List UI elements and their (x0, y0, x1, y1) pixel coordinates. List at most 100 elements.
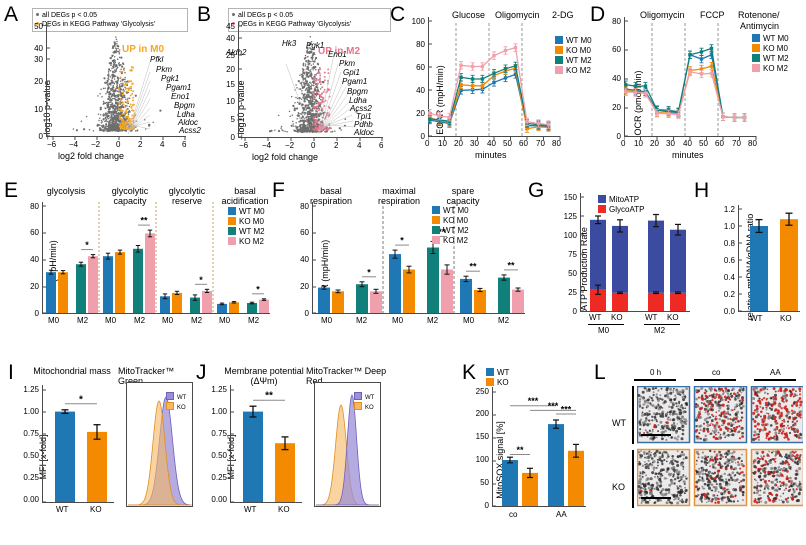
xtick: −4 (69, 140, 79, 149)
ytick: 15 (226, 80, 235, 89)
legend-label: WT M0 (239, 207, 265, 216)
ytick: 60 (30, 228, 39, 237)
gene-label: Aldh2 (226, 48, 247, 57)
legend-dot-all-degs (36, 13, 39, 16)
xtick: 60 (715, 139, 724, 148)
panel-letter-e: E (4, 179, 19, 202)
panel-letter-k: K (462, 361, 477, 384)
legend-swatch-wt-m0 (432, 206, 440, 214)
legend-label: KO M2 (239, 237, 264, 246)
ytick: 20 (34, 77, 43, 86)
panel-h-yticks: 1.2 1.0 0.8 0.6 0.4 0.2 0.0 (716, 205, 738, 316)
legend-label: WT M0 (443, 206, 469, 215)
ytick: 1.25 (23, 385, 39, 394)
xtick: 0 (621, 139, 626, 148)
xtick: 10 (438, 139, 447, 148)
xtick: M2 (77, 316, 89, 325)
legend-label: KO (177, 405, 186, 411)
ytick: 0 (616, 132, 621, 141)
panel-c-line-chart (428, 17, 561, 140)
xtick: WT (750, 314, 763, 323)
panel-e-legend: WT M0 KO M0 WT M2 KO M2 (228, 207, 265, 247)
panel-letter-a: A (4, 3, 19, 26)
ytick: 0 (572, 307, 577, 316)
svg-text:**: ** (469, 262, 477, 272)
xtick: M0 (219, 316, 231, 325)
panel-a-volcano-plot (46, 22, 186, 140)
panel-c-xlabel: minutes (475, 150, 507, 160)
xtick: KO (667, 313, 679, 322)
ytick: 250 (475, 387, 489, 396)
ytick: 150 (563, 193, 577, 202)
legend-swatch-wt-m2 (752, 54, 760, 62)
panel-b-volcano-plot (238, 22, 383, 141)
legend-label-all-degs: all DEGs p < 0.05 (42, 12, 98, 19)
gene-label: Eno1 (328, 50, 347, 59)
xtick: M0 (162, 316, 174, 325)
xtick: 40 (487, 139, 496, 148)
panel-c-legend: WT M0 KO M0 WT M2 KO M2 (555, 36, 592, 76)
xtick: M0 (48, 316, 60, 325)
xtick: KO (611, 313, 623, 322)
xtick: 0 (311, 141, 316, 150)
panel-b-yticks: 45 40 25 20 15 10 5 0 (216, 22, 238, 142)
panel-f-bar-chart: ******* ** (312, 202, 525, 314)
legend-label: KO M0 (239, 217, 264, 226)
xtick: 80 (552, 139, 561, 148)
xtick: 20 (454, 139, 463, 148)
ytick: 0 (304, 309, 309, 318)
gene-label: Pgk1 (161, 74, 180, 83)
ytick: 1.00 (23, 407, 39, 416)
xtick: 70 (732, 139, 741, 148)
legend-swatch-ko-m2 (432, 236, 440, 244)
xtick: 70 (536, 139, 545, 148)
ytick: 0.25 (211, 473, 227, 482)
panel-f-group-2: spare capacity (446, 186, 480, 206)
ytick: 30 (34, 55, 43, 64)
ytick: 40 (612, 74, 621, 83)
panel-letter-i: I (8, 361, 14, 384)
ytick: 0.25 (23, 473, 39, 482)
legend-label: KO M0 (443, 216, 468, 225)
panel-j-title: Membrane potential (ΔΨm) (224, 366, 304, 386)
xtick: M2 (134, 316, 146, 325)
panel-e-yticks: 80 60 40 20 0 (20, 202, 42, 318)
ytick: 40 (300, 255, 309, 264)
xtick: −2 (285, 141, 295, 150)
panel-h-bar-chart (738, 205, 800, 312)
xtick: M2 (356, 316, 368, 325)
xtick: AA (556, 510, 567, 519)
xtick: KO (278, 505, 290, 514)
xtick: 40 (683, 139, 692, 148)
legend-label: MitoATP (609, 195, 640, 204)
ytick: 125 (563, 212, 577, 221)
panel-c-injection-glucose: Glucose (452, 10, 486, 20)
legend-dot-kegg-degs (232, 22, 235, 25)
panel-k-bar-chart: ******** *** (492, 387, 586, 507)
panel-g-stacked-bar-chart (580, 193, 690, 312)
gene-label: Pgam1 (166, 83, 192, 92)
panel-c-injection-oligomycin: Oligomycin (495, 10, 540, 20)
panel-i-yticks: 1.25 1.00 0.75 0.50 0.25 0.00 (14, 385, 42, 505)
svg-text:**: ** (140, 216, 148, 226)
svg-text:*: * (367, 267, 371, 277)
legend-swatch-ko-m0 (752, 44, 760, 52)
legend-swatch-wt-m0 (555, 36, 563, 44)
gene-label: Acss2 (179, 126, 201, 135)
panel-e-group-0: glycolysis (46, 186, 86, 196)
panel-i-title: Mitochondrial mass (33, 366, 111, 376)
xtick: 4 (357, 141, 362, 150)
gene-label: Tpi1 (356, 112, 372, 121)
legend-swatch-ko (166, 402, 174, 410)
ytick: 80 (300, 202, 309, 211)
xtick: M0 (321, 316, 333, 325)
legend-label: WT M2 (763, 54, 789, 63)
panel-letter-f: F (272, 179, 285, 202)
panel-j-hist-title: MitoTracker™ Deep Red (306, 366, 387, 386)
legend-dot-kegg-degs (36, 22, 39, 25)
panel-f-legend: WT M0 KO M0 WT M2 KO M2 (432, 206, 469, 246)
xtick: 20 (650, 139, 659, 148)
legend-label: KO M0 (763, 44, 788, 53)
ytick: 60 (612, 45, 621, 54)
